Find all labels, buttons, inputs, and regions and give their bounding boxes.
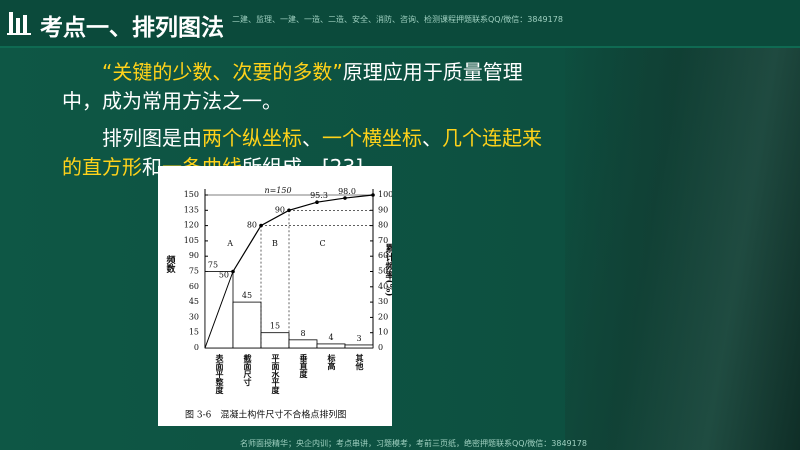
bar-value-label: 4 bbox=[328, 333, 333, 342]
watermark: 二建、监理、一建、一造、二造、安全、消防、咨询、检测课程押题联系QQ/微信：38… bbox=[232, 15, 563, 24]
cumulative-line bbox=[232, 194, 374, 272]
y-tick-label: 30 bbox=[189, 312, 199, 321]
bar bbox=[260, 332, 290, 349]
y2-tick-label: 60 bbox=[378, 251, 388, 260]
bar-value-label: 3 bbox=[356, 334, 361, 343]
bar-value-label: 8 bbox=[300, 329, 305, 338]
cumulative-label: 90 bbox=[275, 205, 285, 214]
body-text: “关键的少数、次要的多数”原理应用于质量管理中，成为常用方法之一。 排列图是由两个… bbox=[62, 58, 552, 190]
y2-tick-label: 100 bbox=[378, 190, 392, 199]
title-bar: 考点一、排列图法 bbox=[0, 0, 800, 48]
y-tick-label: 135 bbox=[184, 205, 199, 214]
bar-value-label: 75 bbox=[208, 261, 218, 270]
y-tick-label: 0 bbox=[194, 343, 199, 352]
text-run: 两个纵坐标 bbox=[202, 126, 302, 150]
cumulative-point bbox=[231, 269, 235, 274]
y2-tick-label: 10 bbox=[378, 328, 388, 337]
y2-tick-label: 90 bbox=[378, 205, 388, 214]
zone-label: A bbox=[226, 239, 233, 248]
y2-tick-label: 80 bbox=[378, 221, 388, 230]
cumulative-point bbox=[315, 200, 319, 204]
cumulative-label: 95.3 bbox=[310, 191, 328, 200]
y2-tick-label: 20 bbox=[378, 312, 388, 321]
text-run: 和 bbox=[142, 155, 162, 179]
y-tick-label: 150 bbox=[184, 190, 199, 199]
y2-axis-label: 累计频率(%) bbox=[384, 242, 393, 296]
text-run: 、 bbox=[302, 126, 322, 150]
bar bbox=[316, 343, 346, 349]
y2-tick-label: 70 bbox=[378, 236, 388, 245]
bar bbox=[232, 301, 262, 349]
text-run: 几个连起来的直方形 bbox=[62, 126, 542, 179]
x-tick-label: 垂直度 bbox=[298, 353, 309, 379]
paragraph: 排列图是由两个纵坐标、一个横坐标、几个连起来的直方形和一条曲线所组成。[23] bbox=[62, 124, 552, 182]
x-tick-label: 表面平整度 bbox=[214, 353, 225, 395]
y-tick-label: 90 bbox=[189, 251, 199, 260]
y-tick-label: 45 bbox=[189, 297, 199, 306]
y2-tick-label: 50 bbox=[378, 267, 388, 276]
y-tick-label: 15 bbox=[189, 328, 199, 337]
zone-label: C bbox=[320, 239, 326, 248]
paragraph: “关键的少数、次要的多数”原理应用于质量管理中，成为常用方法之一。 bbox=[62, 58, 552, 116]
background-image bbox=[565, 0, 800, 450]
total-label: n=150 bbox=[264, 186, 291, 195]
cumulative-point bbox=[343, 196, 347, 200]
cumulative-label: 50 bbox=[219, 271, 229, 280]
bar bbox=[288, 339, 318, 349]
y2-tick-label: 30 bbox=[378, 297, 388, 306]
slide-title: 考点一、排列图法 bbox=[40, 15, 224, 41]
text-run: “关键的少数、次要的多数” bbox=[102, 60, 343, 84]
y2-tick-label: 40 bbox=[378, 282, 388, 291]
cumulative-point bbox=[371, 193, 375, 197]
y-tick-label: 60 bbox=[189, 282, 199, 291]
caption: 图 3-6 混凝土构件尺寸不合格点排列图 bbox=[185, 409, 346, 421]
x-tick-label: 截面尺寸 bbox=[243, 353, 253, 387]
text-run: 一个横坐标 bbox=[322, 126, 422, 150]
watermark: 名师面授精华；央企内训；考点串讲，习题模考，考前三页纸，绝密押题联系QQ/微信：… bbox=[240, 439, 587, 448]
curve-start bbox=[204, 271, 234, 349]
title-icon bbox=[7, 12, 31, 35]
bar bbox=[344, 344, 374, 349]
bar-value-label: 45 bbox=[242, 291, 252, 300]
x-tick-label: 其他 bbox=[355, 353, 365, 371]
zone-label: B bbox=[272, 239, 278, 248]
chart: 0 15 30 45 60 75 90 105 120 135 150 0 10 20 30 40 50 60 70… bbox=[158, 166, 392, 426]
cumulative-label: 80 bbox=[247, 221, 257, 230]
y-tick-label: 120 bbox=[184, 221, 199, 230]
text-run: 原理应用于质量管理中，成为常用方法之一。 bbox=[62, 60, 523, 113]
x-tick-label: 标高 bbox=[327, 353, 337, 371]
bar-value-label: 15 bbox=[270, 322, 280, 331]
y-tick-label: 75 bbox=[189, 267, 199, 276]
text-run: 、 bbox=[422, 126, 442, 150]
y-tick-label: 105 bbox=[184, 236, 199, 245]
text-run: 排列图是由 bbox=[102, 126, 202, 150]
y-axis-label: 频数 bbox=[165, 254, 176, 274]
cumulative-label: 98.0 bbox=[338, 187, 356, 196]
y2-tick-label: 0 bbox=[378, 343, 383, 352]
x-tick-label: 平面水平度 bbox=[270, 354, 281, 395]
